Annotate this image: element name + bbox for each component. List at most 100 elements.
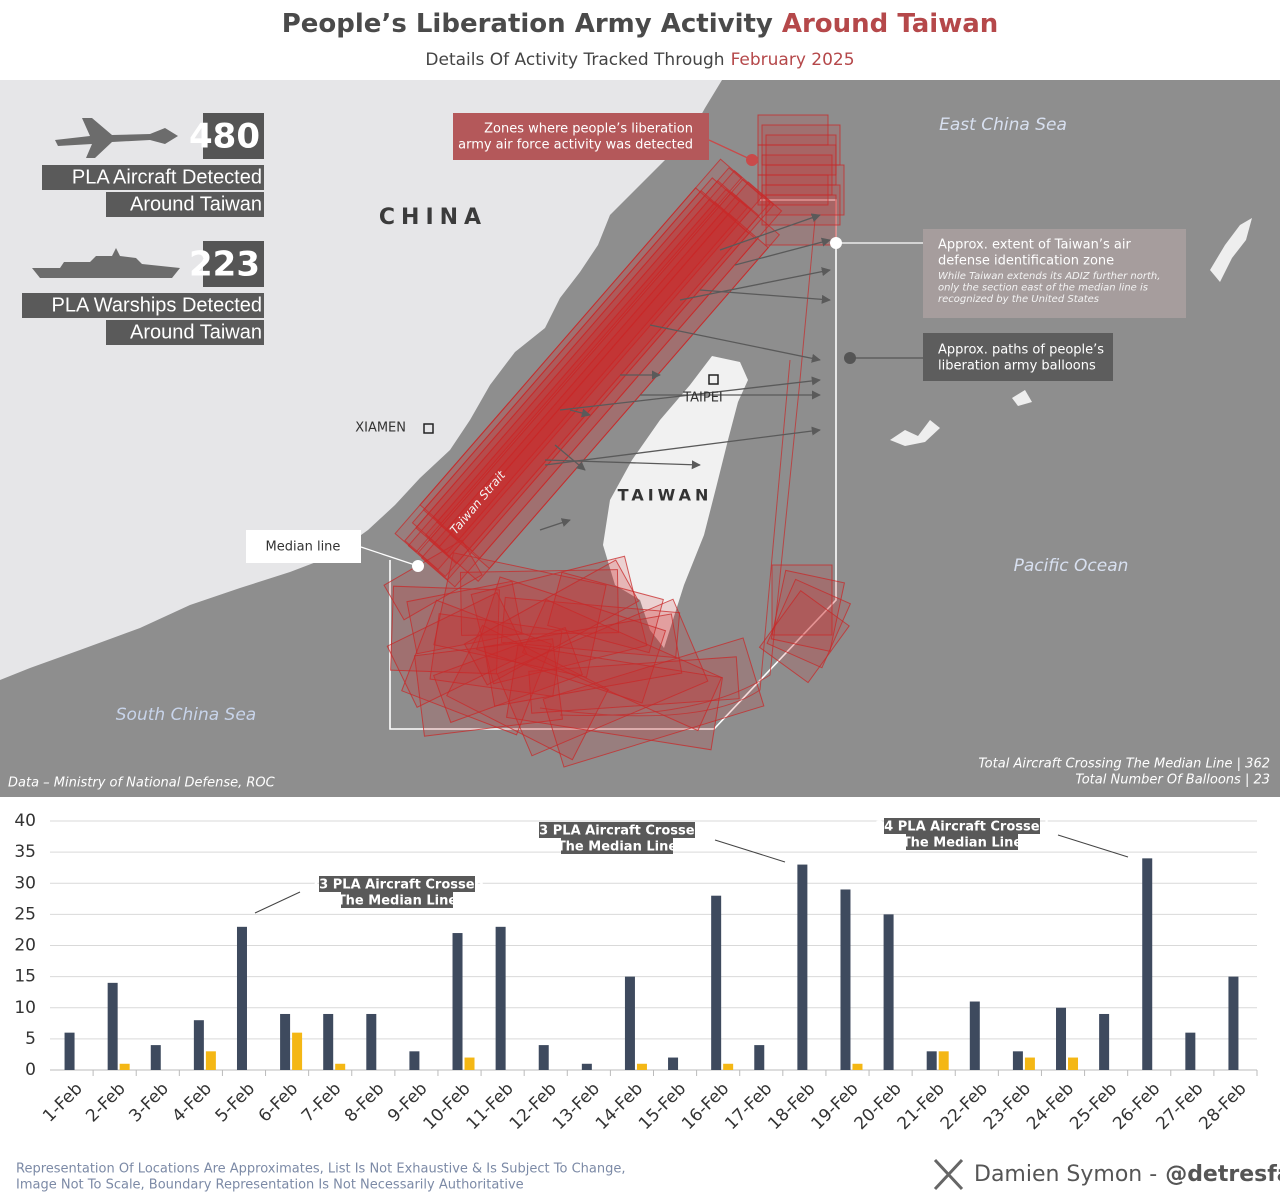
stat-label: PLA Warships Detected bbox=[52, 294, 262, 316]
bar bbox=[335, 1063, 346, 1070]
bar bbox=[366, 1013, 377, 1070]
map-total: Total Aircraft Crossing The Median Line … bbox=[978, 757, 1270, 772]
bar bbox=[754, 1045, 765, 1070]
annotation-leader bbox=[254, 891, 301, 914]
china-land bbox=[0, 80, 722, 680]
x-tick-label: 6-Feb bbox=[255, 1079, 302, 1126]
x-tick-label: 19-Feb bbox=[807, 1079, 862, 1134]
callout-note: While Taiwan extends its ADIZ further no… bbox=[938, 271, 1160, 282]
activity-zone bbox=[428, 191, 760, 565]
callout-box bbox=[453, 113, 709, 160]
callout-text: army air force activity was detected bbox=[458, 138, 693, 153]
callout-text: Approx. extent of Taiwan’s air bbox=[938, 238, 1131, 253]
y-tick-label: 10 bbox=[14, 998, 36, 1018]
x-tick-label: 24-Feb bbox=[1023, 1079, 1078, 1134]
bar bbox=[538, 1045, 549, 1070]
callout-dot bbox=[412, 560, 424, 572]
callout-box bbox=[923, 333, 1113, 381]
x-tick-label: 1-Feb bbox=[39, 1079, 86, 1126]
annotation-bg bbox=[884, 818, 1040, 834]
activity-zone bbox=[470, 555, 648, 685]
activity-zone bbox=[463, 559, 640, 686]
callout-box bbox=[923, 229, 1186, 318]
x-tick-label: 10-Feb bbox=[420, 1079, 475, 1134]
x-tick-label: 23-Feb bbox=[980, 1079, 1035, 1134]
island bbox=[890, 420, 940, 446]
disclaimer: Image Not To Scale, Boundary Representat… bbox=[16, 1178, 524, 1193]
callout-leader bbox=[708, 139, 753, 161]
y-tick-label: 30 bbox=[14, 873, 36, 893]
handle: @detresfa_ bbox=[1165, 1162, 1280, 1187]
bar bbox=[938, 1051, 949, 1070]
bar bbox=[969, 1001, 980, 1070]
x-tick-label: 18-Feb bbox=[764, 1079, 819, 1134]
stat-value: 223 bbox=[189, 245, 260, 285]
title-main: People’s Liberation Army Activity bbox=[282, 9, 773, 39]
callout-text: Zones where people’s liberation bbox=[484, 122, 693, 137]
activity-zone bbox=[766, 578, 852, 669]
annotation-text: The Median Line bbox=[557, 840, 678, 855]
bar bbox=[852, 1063, 863, 1070]
stat-label-bg bbox=[106, 320, 264, 345]
balloon-path bbox=[554, 444, 586, 471]
bar bbox=[581, 1063, 592, 1070]
bar bbox=[636, 1063, 647, 1070]
bar bbox=[1185, 1032, 1196, 1070]
activity-zone bbox=[761, 184, 841, 226]
country-label: TAIWAN bbox=[618, 486, 713, 505]
activity-zone bbox=[483, 613, 683, 707]
annotation-bg bbox=[341, 892, 453, 908]
activity-zone bbox=[757, 174, 829, 206]
adiz-line bbox=[389, 199, 837, 730]
bar bbox=[193, 1020, 204, 1070]
activity-zone bbox=[765, 194, 837, 246]
stat-label: Around Taiwan bbox=[130, 321, 262, 343]
bar bbox=[926, 1051, 937, 1070]
activity-track bbox=[539, 219, 816, 717]
x-tick-label: 28-Feb bbox=[1195, 1079, 1250, 1134]
callout-text: defense identification zone bbox=[938, 254, 1114, 269]
city-marker bbox=[708, 374, 719, 385]
activity-zone bbox=[449, 212, 769, 570]
bar bbox=[1142, 858, 1153, 1070]
y-tick-label: 40 bbox=[14, 811, 36, 831]
bar bbox=[495, 926, 506, 1070]
stat-label-bg bbox=[42, 165, 264, 190]
activity-zone bbox=[401, 599, 552, 736]
map-total: Total Number Of Balloons | 23 bbox=[1075, 773, 1270, 788]
annotation-leader bbox=[1057, 834, 1129, 858]
activity-zone bbox=[433, 626, 583, 724]
y-tick-label: 20 bbox=[14, 936, 36, 956]
callout-dot bbox=[746, 154, 758, 166]
bar bbox=[1056, 1007, 1067, 1070]
bar bbox=[1012, 1051, 1023, 1070]
x-tick-label: 12-Feb bbox=[506, 1079, 561, 1134]
annotation-text: 23 PLA Aircraft Crossed bbox=[310, 878, 484, 893]
activity-zone bbox=[414, 638, 563, 737]
subtitle: Details Of Activity Tracked Through Febru… bbox=[425, 50, 854, 70]
annotation-bg bbox=[906, 834, 1018, 850]
y-tick-label: 25 bbox=[14, 904, 36, 924]
x-tick-label: 16-Feb bbox=[678, 1079, 733, 1134]
x-tick-label: 2-Feb bbox=[82, 1079, 129, 1126]
x-tick-label: 3-Feb bbox=[125, 1079, 172, 1126]
balloon-path bbox=[539, 518, 571, 531]
bar bbox=[292, 1032, 303, 1070]
city-marker bbox=[423, 423, 434, 434]
balloon-path bbox=[734, 237, 831, 266]
bar bbox=[150, 1045, 161, 1070]
subtitle-highlight: February 2025 bbox=[731, 50, 855, 70]
bar bbox=[840, 889, 851, 1070]
annotation-text: 33 PLA Aircraft Crossed bbox=[530, 824, 704, 839]
x-tick-label: 14-Feb bbox=[592, 1079, 647, 1134]
x-tick-label: 11-Feb bbox=[463, 1079, 518, 1134]
balloon-path bbox=[544, 459, 701, 470]
bar bbox=[1099, 1013, 1110, 1070]
island bbox=[1012, 390, 1032, 406]
activity-zone bbox=[505, 644, 724, 751]
annotation-text: 34 PLA Aircraft Crossed bbox=[875, 820, 1049, 835]
activity-zone bbox=[436, 201, 737, 542]
title: People’s Liberation Army Activity Around … bbox=[282, 9, 999, 39]
balloon-path bbox=[649, 324, 821, 363]
callout-leader bbox=[360, 546, 419, 567]
